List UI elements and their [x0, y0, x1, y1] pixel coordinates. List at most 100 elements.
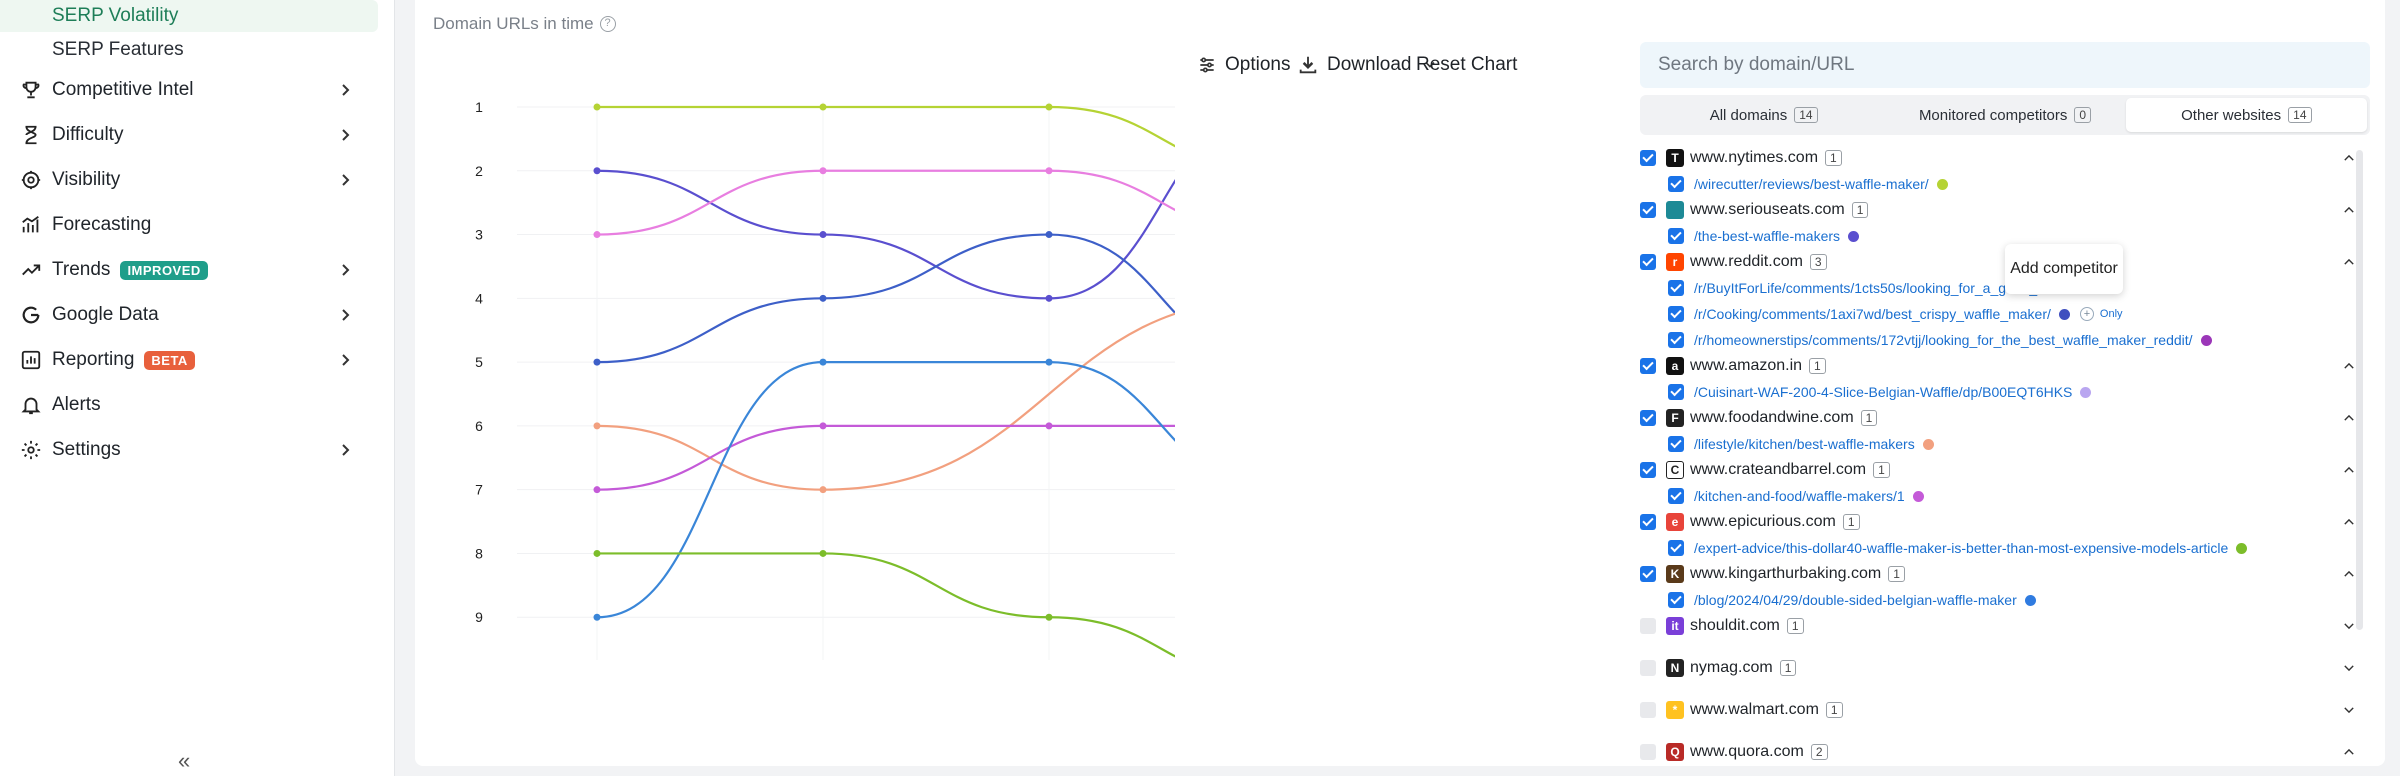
url-path-link[interactable]: /the-best-waffle-makers	[1694, 228, 1841, 244]
domain-checkbox[interactable]	[1640, 566, 1656, 582]
domain-checkbox[interactable]	[1640, 514, 1656, 530]
chevron-down-icon[interactable]	[2342, 703, 2356, 717]
reset-chart-button[interactable]: Reset Chart	[1416, 50, 1517, 80]
chevron-up-icon[interactable]	[2342, 745, 2356, 759]
sidebar-item-competitive-intel[interactable]: Competitive Intel	[0, 68, 378, 112]
chevron-up-icon[interactable]	[2342, 463, 2356, 477]
series-color-dot	[2058, 308, 2070, 320]
domain-name: shouldit.com	[1690, 617, 1780, 634]
url-row[interactable]: /wirecutter/reviews/best-waffle-maker/	[1640, 171, 2360, 197]
url-path-link[interactable]: /Cuisinart-WAF-200-4-Slice-Belgian-Waffl…	[1694, 384, 2073, 400]
chevron-up-icon[interactable]	[2342, 203, 2356, 217]
url-row[interactable]: /expert-advice/this-dollar40-waffle-make…	[1640, 535, 2360, 561]
domain-checkbox[interactable]	[1640, 358, 1656, 374]
url-row[interactable]: /kitchen-and-food/waffle-makers/1	[1640, 483, 2360, 509]
url-row[interactable]: /Cuisinart-WAF-200-4-Slice-Belgian-Waffl…	[1640, 379, 2360, 405]
url-path-link[interactable]: /kitchen-and-food/waffle-makers/1	[1694, 488, 1905, 504]
sidebar-subitem-serp-volatility[interactable]: SERP Volatility	[0, 0, 378, 32]
collapse-sidebar-button[interactable]: «	[178, 748, 191, 773]
url-checkbox[interactable]	[1668, 176, 1684, 192]
chevron-up-icon[interactable]	[2342, 255, 2356, 269]
sidebar-item-google-data[interactable]: Google Data	[0, 293, 378, 337]
domain-row[interactable]: www.seriouseats.com 1	[1640, 197, 2360, 223]
url-path-link[interactable]: /r/BuyItForLife/comments/1cts50s/looking…	[1694, 280, 2086, 296]
domain-checkbox[interactable]	[1640, 410, 1656, 426]
url-path-link[interactable]: /r/homeownerstips/comments/172vtjj/looki…	[1694, 332, 2193, 348]
sidebar-item-settings[interactable]: Settings	[0, 428, 378, 472]
chevron-up-icon[interactable]	[2342, 567, 2356, 581]
domain-checkbox[interactable]	[1640, 202, 1656, 218]
domain-name: www.crateandbarrel.com	[1690, 461, 1867, 478]
domain-checkbox[interactable]	[1640, 462, 1656, 478]
sidebar-item-label: Competitive Intel	[52, 79, 194, 100]
chevron-up-icon[interactable]	[2342, 515, 2356, 529]
url-row[interactable]: /r/BuyItForLife/comments/1cts50s/looking…	[1640, 275, 2360, 301]
chevron-down-icon[interactable]	[2342, 619, 2356, 633]
series-point	[593, 486, 601, 494]
sidebar-item-forecasting[interactable]: Forecasting	[0, 203, 378, 247]
download-button[interactable]: Download	[1297, 50, 1438, 80]
chevron-up-icon[interactable]	[2342, 151, 2356, 165]
domain-checkbox[interactable]	[1640, 702, 1656, 718]
series-point	[593, 167, 601, 175]
tab-monitored-competitors[interactable]: Monitored competitors 0	[1884, 98, 2125, 132]
url-checkbox[interactable]	[1668, 436, 1684, 452]
tab-all-domains[interactable]: All domains 14	[1643, 98, 1884, 132]
url-checkbox[interactable]	[1668, 306, 1684, 322]
sidebar-item-label: Trends	[52, 259, 111, 280]
url-row[interactable]: /the-best-waffle-makers	[1640, 223, 2360, 249]
add-competitor-icon[interactable]: +	[2079, 307, 2094, 321]
sidebar-item-difficulty[interactable]: Difficulty	[0, 113, 378, 157]
list-scrollbar[interactable]	[2356, 150, 2363, 630]
url-checkbox[interactable]	[1668, 384, 1684, 400]
domain-checkbox[interactable]	[1640, 150, 1656, 166]
url-path-link[interactable]: /lifestyle/kitchen/best-waffle-makers	[1694, 436, 1915, 452]
sidebar-item-alerts[interactable]: Alerts	[0, 383, 378, 427]
chevron-up-icon[interactable]	[2342, 359, 2356, 373]
url-checkbox[interactable]	[1668, 280, 1684, 296]
domain-search-input[interactable]	[1640, 42, 2370, 88]
url-row[interactable]: /blog/2024/04/29/double-sided-belgian-wa…	[1640, 587, 2360, 613]
url-path-link[interactable]: /blog/2024/04/29/double-sided-belgian-wa…	[1694, 592, 2017, 608]
url-checkbox[interactable]	[1668, 332, 1684, 348]
domain-row[interactable]: e www.epicurious.com 1	[1640, 509, 2360, 535]
only-filter-link[interactable]: Only	[2099, 308, 2123, 320]
url-row[interactable]: /r/Cooking/comments/1axi7wd/best_crispy_…	[1640, 301, 2360, 327]
url-row[interactable]: /lifestyle/kitchen/best-waffle-makers	[1640, 431, 2360, 457]
sidebar-item-reporting[interactable]: Reporting BETA	[0, 338, 378, 382]
url-path-link[interactable]: /wirecutter/reviews/best-waffle-maker/	[1694, 176, 1929, 192]
domain-row[interactable]: r www.reddit.com 3	[1640, 249, 2360, 275]
url-row[interactable]: /r/homeownerstips/comments/172vtjj/looki…	[1640, 327, 2360, 353]
domain-row[interactable]: * www.walmart.com 1	[1640, 697, 2360, 723]
chevron-up-icon[interactable]	[2342, 411, 2356, 425]
domain-checkbox[interactable]	[1640, 618, 1656, 634]
domain-row[interactable]: it shouldit.com 1	[1640, 613, 2360, 639]
add-competitor-tooltip[interactable]: Add competitor	[2005, 244, 2123, 294]
chevron-down-icon[interactable]	[2342, 661, 2356, 675]
sidebar-item-visibility[interactable]: Visibility	[0, 158, 378, 202]
sidebar-item-label: Settings	[52, 439, 121, 460]
hourglass-icon	[18, 122, 44, 148]
series-point	[819, 167, 827, 175]
options-button[interactable]: Options	[1197, 50, 1316, 80]
url-path-link[interactable]: /r/Cooking/comments/1axi7wd/best_crispy_…	[1694, 306, 2051, 322]
domain-checkbox[interactable]	[1640, 254, 1656, 270]
url-checkbox[interactable]	[1668, 228, 1684, 244]
help-icon[interactable]: ?	[599, 16, 616, 32]
url-path-link[interactable]: /expert-advice/this-dollar40-waffle-make…	[1694, 540, 2229, 556]
sidebar-subitem-serp-features[interactable]: SERP Features	[0, 34, 378, 66]
domain-checkbox[interactable]	[1640, 744, 1656, 760]
tab-other-websites[interactable]: Other websites 14	[2125, 98, 2367, 132]
sidebar-item-trends[interactable]: Trends IMPROVED	[0, 248, 378, 292]
domain-row[interactable]: a www.amazon.in 1	[1640, 353, 2360, 379]
url-checkbox[interactable]	[1668, 592, 1684, 608]
domain-checkbox[interactable]	[1640, 660, 1656, 676]
url-checkbox[interactable]	[1668, 488, 1684, 504]
url-checkbox[interactable]	[1668, 540, 1684, 556]
